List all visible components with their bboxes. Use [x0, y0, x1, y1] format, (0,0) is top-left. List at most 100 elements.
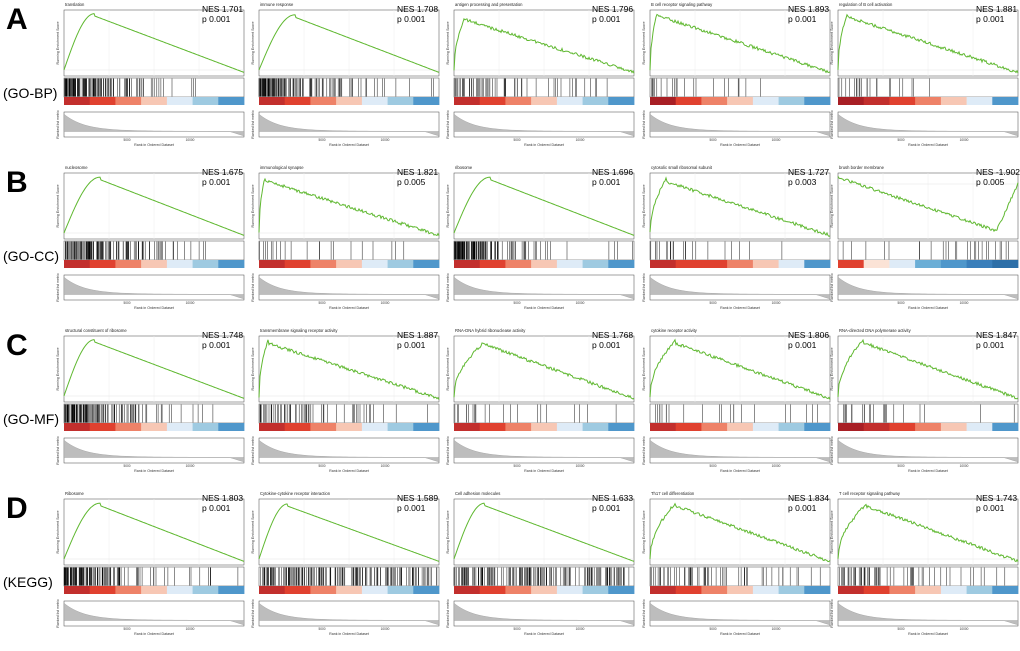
bar-segment: [556, 260, 583, 268]
es-curve: [837, 13, 1019, 74]
es-curve: [837, 176, 1019, 233]
bar-segment: [556, 97, 583, 105]
metric-axis-label: Ranked list metric: [56, 273, 60, 302]
bar-segment: [454, 260, 481, 268]
metric-axis-label: Ranked list metric: [642, 273, 646, 302]
metric-frame: [649, 437, 831, 464]
bar-segment: [838, 97, 865, 105]
bar-segment: [387, 260, 414, 268]
p-value: p 0.001: [202, 503, 231, 513]
p-value: p 0.001: [592, 177, 621, 187]
x-tick-label: 10000: [381, 138, 390, 142]
es-axis-label: Running Enrichment Score: [642, 185, 646, 228]
bar-segment: [166, 260, 193, 268]
metric-frame: [649, 274, 831, 301]
ranked-metric-area: [258, 602, 440, 626]
metric-axis-label: Ranked list metric: [830, 599, 834, 628]
metric-frame: [649, 111, 831, 138]
gsea-panel: Running Enrichment Score Ranked list metr…: [251, 2, 440, 147]
es-axis-label: Running Enrichment Score: [56, 511, 60, 554]
bar-segment: [64, 423, 91, 431]
gsea-panel: Running Enrichment Score Ranked list metr…: [642, 165, 831, 310]
gsea-panel: Running Enrichment Score Ranked list metr…: [56, 165, 245, 310]
bar-segment: [863, 423, 890, 431]
panel-title: nucleosome: [65, 165, 88, 170]
x-axis-label: Rank in Ordered Dataset: [908, 143, 948, 147]
metric-axis-label: Ranked list metric: [251, 436, 255, 465]
ranked-metric-area: [63, 276, 245, 300]
bar-segment: [582, 423, 609, 431]
row-letter-b: B: [6, 166, 28, 199]
bar-segment: [192, 423, 219, 431]
metric-frame: [837, 437, 1019, 464]
metric-frame: [649, 600, 831, 627]
bar-segment: [387, 423, 414, 431]
es-curve: [837, 338, 1019, 400]
es-curve: [63, 502, 245, 562]
bar-segment: [804, 423, 831, 431]
metric-axis-label: Ranked list metric: [642, 110, 646, 139]
ranked-metric-area: [258, 113, 440, 137]
bar-segment: [915, 423, 942, 431]
x-tick-label: 10000: [186, 138, 195, 142]
nes-value: NES 1.847: [976, 330, 1017, 340]
metric-frame: [837, 111, 1019, 138]
nes-value: NES 1.803: [202, 493, 243, 503]
panel-title: cytokine receptor activity: [651, 328, 698, 333]
bar-segment: [778, 586, 805, 594]
x-axis-label: Rank in Ordered Dataset: [524, 306, 564, 310]
x-axis-label: Rank in Ordered Dataset: [134, 143, 174, 147]
bar-segment: [531, 586, 558, 594]
gsea-panel: Running Enrichment Score Ranked list metr…: [642, 2, 831, 147]
bar-segment: [838, 423, 865, 431]
bar-segment: [454, 586, 481, 594]
bar-segment: [966, 586, 993, 594]
x-tick-label: 5000: [123, 301, 130, 305]
x-tick-label: 5000: [709, 301, 716, 305]
p-value: p 0.001: [976, 14, 1005, 24]
es-curve: [258, 503, 440, 562]
bar-segment: [701, 586, 728, 594]
gene-hits: [454, 78, 608, 97]
metric-axis-label: Ranked list metric: [251, 599, 255, 628]
ranked-metric-area: [837, 439, 1019, 463]
x-tick-label: 10000: [772, 138, 781, 142]
es-axis-label: Running Enrichment Score: [446, 348, 450, 391]
rank-color-bar: [64, 97, 245, 105]
bar-segment: [675, 97, 702, 105]
bar-segment: [284, 423, 311, 431]
p-value: p 0.001: [202, 177, 231, 187]
x-tick-label: 10000: [576, 627, 585, 631]
bar-segment: [310, 423, 337, 431]
x-tick-label: 5000: [318, 138, 325, 142]
x-tick-label: 10000: [186, 301, 195, 305]
bar-segment: [336, 586, 363, 594]
x-tick-label: 10000: [576, 138, 585, 142]
bar-segment: [992, 586, 1019, 594]
x-axis-label: Rank in Ordered Dataset: [720, 143, 760, 147]
ranked-metric-area: [63, 439, 245, 463]
bar-segment: [940, 260, 967, 268]
p-value: p 0.001: [976, 340, 1005, 350]
gsea-panel: Running Enrichment Score Ranked list metr…: [830, 165, 1020, 310]
bar-segment: [992, 260, 1019, 268]
hits-frame: [258, 240, 440, 261]
metric-axis-label: Ranked list metric: [446, 110, 450, 139]
es-curve: [649, 338, 831, 400]
rank-color-bar: [454, 260, 635, 268]
bar-segment: [413, 260, 440, 268]
bar-segment: [675, 260, 702, 268]
bar-segment: [284, 260, 311, 268]
bar-segment: [966, 260, 993, 268]
bar-segment: [336, 97, 363, 105]
rank-color-bar: [259, 586, 440, 594]
hits-frame: [649, 566, 831, 587]
rank-color-bar: [64, 260, 245, 268]
bar-segment: [727, 586, 754, 594]
hits-frame: [453, 403, 635, 424]
x-tick-label: 5000: [897, 138, 904, 142]
gsea-panel: Running Enrichment Score Ranked list metr…: [642, 491, 831, 636]
nes-value: NES 1.806: [788, 330, 829, 340]
ranked-metric-area: [453, 439, 635, 463]
